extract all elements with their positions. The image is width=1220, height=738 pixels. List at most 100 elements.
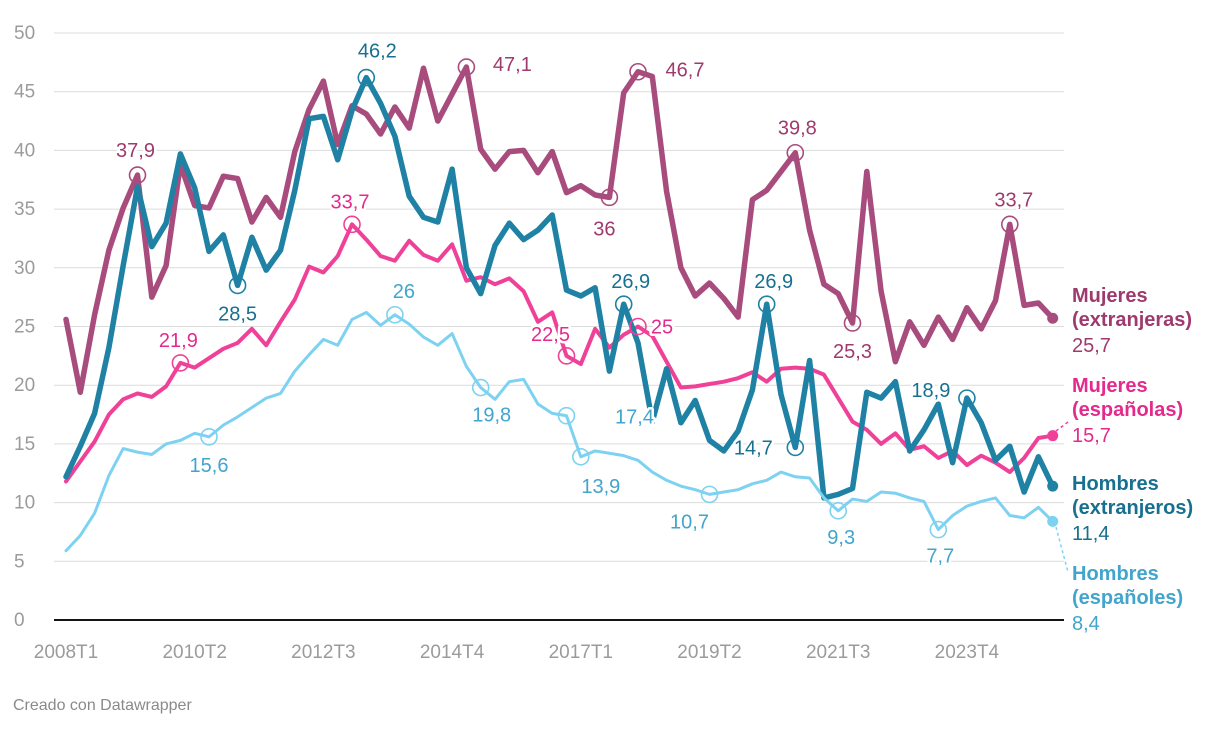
annotation-marker-hombres-espanoles [386,305,404,324]
annotation-marker-hombres-extranjeros [228,276,247,295]
annotation-marker-hombres-espanoles [557,406,576,425]
line-mujeres-espanolas [64,222,1055,484]
annotation-label-mujeres-extranjeras: 36 [593,218,615,240]
annotation-label-hombres-extranjeros: 18,9 [911,380,950,402]
legend-name-line: Hombres [1072,473,1159,495]
annotation-label-mujeres-espanolas: 25 [651,317,673,339]
legend-value: 8,4 [1072,613,1100,635]
x-axis-tick-label: 2017T1 [549,642,613,663]
annotation-label-hombres-espanoles: 10,7 [670,511,709,533]
y-axis-tick-label: 10 [14,493,35,514]
end-dot-hombres-espanoles [1047,515,1059,527]
datawrapper-credit-link[interactable]: Creado con Datawrapper [13,697,192,714]
legend-label: Hombres (extranjeros) [1072,472,1220,520]
line-chart: 0 5 10 15 20 25 30 35 40 45 50 2008T1 2010T2 2012T3 20… [14,23,1069,663]
end-dot-mujeres-extranjeras [1047,312,1059,324]
annotation-label-mujeres-espanolas: 22,5 [531,324,570,346]
y-axis-tick-label: 30 [14,258,35,279]
y-axis-tick-label: 50 [14,23,35,44]
legend-item-mujeres-extranjeras: Mujeres (extranjeras) 25,7 [1072,284,1220,358]
legend-label: Hombres (españoles) [1072,562,1220,610]
legend-item-hombres-extranjeros: Hombres (extranjeros) 11,4 [1072,472,1220,546]
annotation-marker-mujeres-extranjeras [457,58,476,76]
y-axis-tick-label: 25 [14,317,35,338]
annotation-marker-mujeres-espanolas [343,215,361,234]
annotation-marker-hombres-espanoles [829,502,848,520]
legend-name-line: Hombres [1072,563,1159,585]
annotation-marker-hombres-extranjeros [786,438,805,457]
legend-leader-hombres-espanoles [1055,526,1069,573]
annotation-marker-mujeres-espanolas [629,317,647,336]
annotation-marker-mujeres-espanolas [171,354,190,372]
x-axis-tick-label: 2019T2 [677,642,741,663]
legend-label: Mujeres (españolas) [1072,374,1220,422]
annotation-label-mujeres-espanolas: 33,7 [331,191,370,213]
y-axis-tick-label: 15 [14,434,35,455]
annotation-marker-mujeres-extranjeras [600,188,619,207]
legend-name-line: (españoles) [1072,587,1184,609]
annotation-label-hombres-espanoles: 17,4 [615,407,654,429]
x-axis-tick-label: 2023T4 [935,642,1000,663]
annotation-marker-hombres-espanoles [200,428,218,446]
legend-name-line: Mujeres [1072,375,1148,397]
annotation-label-mujeres-extranjeras: 33,7 [994,189,1033,211]
annotation-label-hombres-espanoles: 9,3 [827,527,855,549]
x-axis-tick-label: 2014T4 [420,642,485,663]
annotation-label-mujeres-extranjeras: 47,1 [493,54,532,76]
annotation-label-mujeres-extranjeras: 37,9 [116,140,155,162]
annotation-label-hombres-espanoles: 7,7 [926,546,954,568]
annotation-marker-hombres-extranjeros [357,68,376,87]
x-axis-tick-label: 2010T2 [162,642,226,663]
y-axis-tick-label: 20 [14,375,35,396]
legend-item-mujeres-espanolas: Mujeres (españolas) 15,7 [1072,374,1220,448]
legend-name-line: Mujeres [1072,285,1148,307]
annotation-label-hombres-extranjeros: 46,2 [358,41,397,63]
legend-item-hombres-espanoles: Hombres (españoles) 8,4 [1072,562,1220,636]
legend-label: Mujeres (extranjeras) [1072,284,1220,332]
annotation-marker-hombres-extranjeros [614,295,633,313]
annotation-marker-hombres-espanoles [471,378,490,397]
x-axis-tick-label: 2021T3 [806,642,870,663]
annotation-marker-mujeres-espanolas [557,347,576,365]
annotation-label-hombres-espanoles: 26 [393,281,415,303]
annotation-marker-hombres-espanoles [571,448,590,466]
line-mujeres-extranjeras [63,64,1056,395]
legend-name-line: (extranjeros) [1072,497,1194,519]
annotation-marker-mujeres-extranjeras [629,62,647,81]
annotation-label-hombres-extranjeros: 26,9 [611,271,650,293]
legend-name-line: (españolas) [1072,399,1184,421]
annotation-marker-mujeres-extranjeras [128,166,147,184]
annotation-label-hombres-espanoles: 13,9 [581,476,620,498]
annotation-label-hombres-espanoles: 15,6 [190,455,229,477]
annotation-label-hombres-espanoles: 19,8 [472,405,511,427]
y-axis-tick-label: 45 [14,82,35,103]
end-dot-hombres-extranjeros [1047,480,1059,492]
annotation-label-mujeres-extranjeras: 46,7 [666,60,705,82]
end-dot-mujeres-espanolas [1047,430,1059,442]
y-axis-tick-label: 0 [14,610,25,631]
y-axis-tick-label: 5 [14,551,25,572]
legend-value: 11,4 [1072,523,1110,545]
annotation-label-hombres-extranjeros: 28,5 [218,303,257,325]
annotation-marker-hombres-espanoles [700,485,719,504]
annotation-marker-hombres-espanoles [929,520,948,539]
annotation-label-mujeres-extranjeras: 39,8 [778,118,817,140]
annotation-label-mujeres-extranjeras: 25,3 [833,341,872,363]
annotation-label-hombres-extranjeros: 26,9 [754,271,793,293]
legend-value: 25,7 [1072,335,1111,357]
y-axis-tick-label: 35 [14,199,35,220]
annotation-marker-mujeres-extranjeras [1000,215,1019,234]
annotation-marker-mujeres-extranjeras [786,143,805,162]
annotation-label-mujeres-espanolas: 21,9 [159,330,198,352]
legend-leader-mujeres-espanolas [1055,421,1069,432]
line-hombres-extranjeros [63,74,1056,501]
legend-name-line: (extranjeras) [1072,309,1193,331]
annotation-marker-hombres-extranjeros [958,389,976,407]
y-axis-tick-label: 40 [14,140,35,161]
x-axis-tick-label: 2008T1 [34,642,98,663]
annotation-label-hombres-extranjeros: 14,7 [734,437,773,459]
annotation-marker-mujeres-extranjeras [843,314,862,332]
annotation-marker-hombres-extranjeros [757,295,776,313]
x-axis-tick-label: 2012T3 [291,642,355,663]
